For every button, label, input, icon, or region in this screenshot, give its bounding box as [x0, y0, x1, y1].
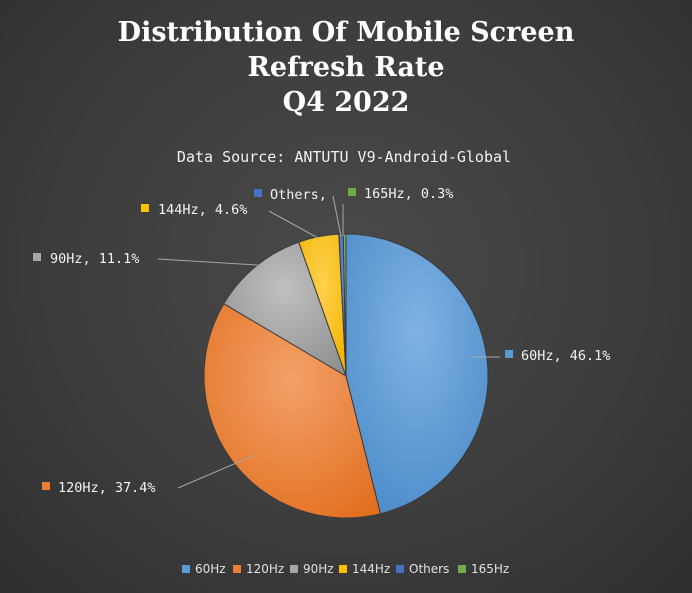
slice-120hz — [203, 303, 382, 519]
legend-marker-60hz — [182, 565, 190, 573]
legend-label-others: Others — [409, 562, 449, 576]
data-label-144hz: 144Hz, 4.6% — [141, 202, 247, 218]
data-label-text-others: Others, — [270, 187, 327, 203]
legend-label-165hz: 165Hz — [471, 562, 509, 576]
legend-marker-120hz — [233, 565, 241, 573]
data-label-marker-others — [254, 189, 262, 197]
legend-marker-others — [396, 565, 404, 573]
leader-line-others — [332, 195, 342, 237]
data-label-marker-165hz — [348, 188, 356, 196]
data-label-text-60hz: 60Hz, 46.1% — [521, 348, 610, 364]
data-label-others: Others, — [254, 187, 327, 203]
legend-label-144hz: 144Hz — [352, 562, 390, 576]
leader-line-144hz — [268, 210, 319, 239]
legend-marker-90hz — [290, 565, 298, 573]
leader-line-90hz — [157, 258, 259, 266]
data-label-marker-60hz — [505, 350, 513, 358]
data-label-165hz: 165Hz, 0.3% — [348, 186, 453, 202]
leader-line-120hz — [177, 454, 256, 489]
data-label-marker-90hz — [33, 253, 41, 261]
data-label-90hz: 90Hz, 11.1% — [33, 251, 139, 267]
data-label-marker-120hz — [42, 482, 50, 490]
data-label-60hz: 60Hz, 46.1% — [505, 348, 610, 364]
data-label-text-144hz: 144Hz, 4.6% — [158, 202, 247, 218]
data-label-120hz: 120Hz, 37.4% — [42, 480, 156, 496]
pie-slices — [203, 233, 489, 519]
legend-label-90hz: 90Hz — [303, 562, 334, 576]
legend-marker-144hz — [339, 565, 347, 573]
chart-subtitle: Data Source: ANTUTU V9-Android-Global — [177, 148, 511, 166]
slice-90hz — [223, 241, 347, 378]
data-label-text-120hz: 120Hz, 37.4% — [58, 480, 156, 496]
chart-title-line-2: Refresh Rate — [247, 52, 444, 83]
legend-label-120hz: 120Hz — [246, 562, 284, 576]
slice-60hz — [345, 233, 489, 515]
chart-title-line-1: Distribution Of Mobile Screen — [118, 17, 575, 48]
data-label-text-90hz: 90Hz, 11.1% — [50, 251, 139, 267]
legend-marker-165hz — [458, 565, 466, 573]
legend: 60Hz 120Hz 90Hz 144Hz Others 165Hz — [182, 562, 509, 576]
chart-title-line-3: Q4 2022 — [283, 87, 410, 118]
data-label-marker-144hz — [141, 204, 149, 212]
legend-label-60hz: 60Hz — [195, 562, 226, 576]
data-label-text-165hz: 165Hz, 0.3% — [364, 186, 453, 202]
